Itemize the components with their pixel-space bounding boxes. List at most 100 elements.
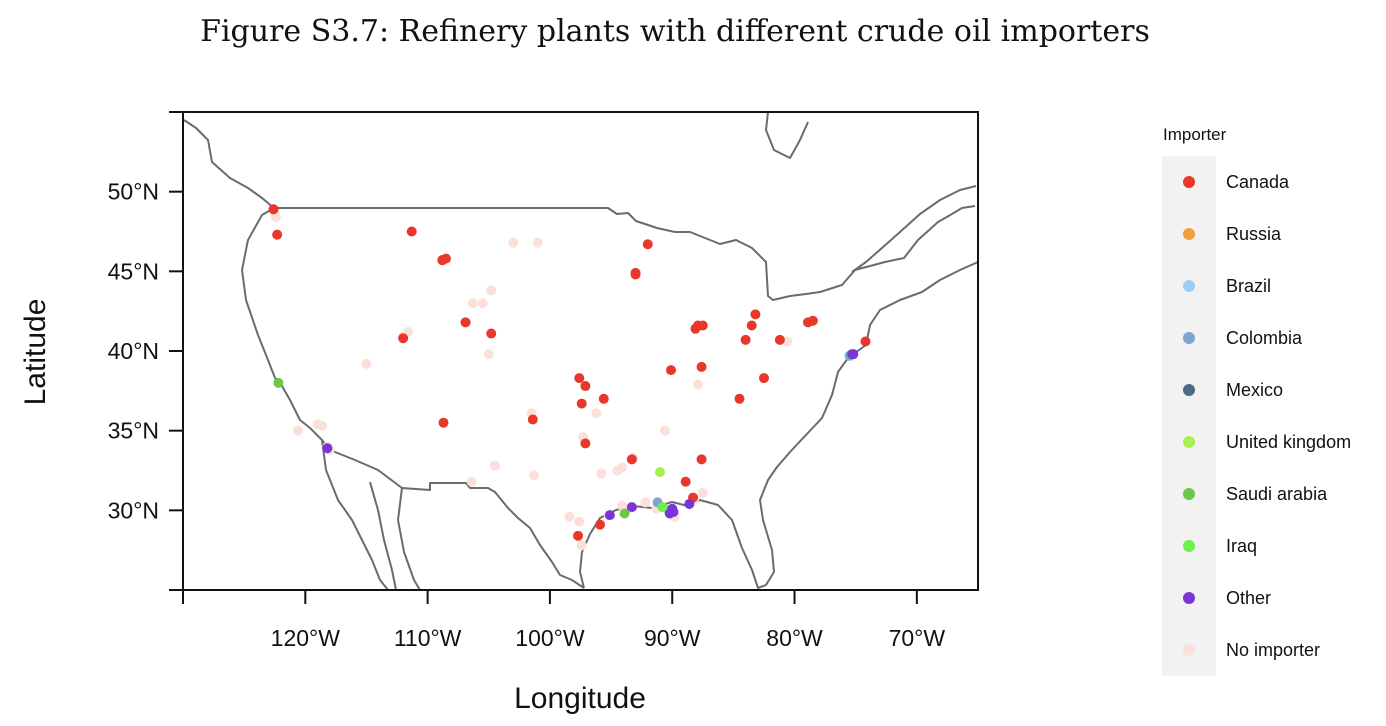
refinery-point [438,417,449,428]
refinery-point [659,425,670,436]
legend-label: No importer [1226,639,1321,660]
x-tick-label: 120°W [271,625,341,651]
legend-item: Canada [1162,156,1378,208]
legend-label: Brazil [1226,275,1272,296]
legend-key [1162,468,1216,520]
refinery-point [270,212,281,223]
legend: Importer Canada Russia Brazil Colombia Mexic… [1162,122,1378,676]
legend-dot-icon [1183,384,1195,396]
refinery-point [486,328,497,339]
refinery-point [580,381,591,392]
legend-label: Russia [1226,223,1282,244]
refinery-point [466,476,477,487]
refinery-point [477,298,488,309]
refinery-point [440,253,451,264]
legend-label: Mexico [1226,379,1284,400]
legend-item: No importer [1162,624,1378,676]
legend-key [1162,520,1216,572]
refinery-point [467,298,478,309]
refinery-point [576,540,587,551]
refinery-points [268,204,871,551]
legend-label: Colombia [1226,327,1303,348]
refinery-point [508,237,519,248]
legend-key [1162,572,1216,624]
refinery-point [626,454,637,465]
legend-item: Iraq [1162,520,1378,572]
refinery-point [529,470,540,481]
legend-item: Saudi arabia [1162,468,1378,520]
y-tick-label: 40°N [108,338,159,364]
legend-dot-icon [1183,436,1195,448]
refinery-point [532,237,543,248]
refinery-point [692,379,703,390]
refinery-point [527,414,538,425]
legend-dot-icon [1183,592,1195,604]
refinery-point [398,333,409,344]
mexico-outline [321,439,421,591]
refinery-point [758,373,769,384]
refinery-point [596,468,607,479]
refinery-point [740,334,751,345]
legend-label: Canada [1226,171,1290,192]
refinery-point [734,393,745,404]
refinery-point [272,229,283,240]
refinery-point [642,239,653,250]
legend-title: Importer [1163,125,1227,144]
refinery-point [564,511,575,522]
legend-dot-icon [1183,332,1195,344]
refinery-point [640,497,651,508]
legend-label: Saudi arabia [1226,483,1328,504]
refinery-point [746,320,757,331]
y-axis-title: Latitude [19,299,52,406]
legend-item: Other [1162,572,1378,624]
legend-label: Iraq [1226,535,1258,556]
refinery-point [574,516,585,527]
refinery-point [630,269,641,280]
refinery-point [361,358,372,369]
legend-items: Canada Russia Brazil Colombia Mexico United k… [1162,156,1378,676]
canada-coast [183,111,979,346]
refinery-point [595,519,606,530]
refinery-point [317,420,328,431]
refinery-point [696,361,707,372]
refinery-point [655,467,665,478]
refinery-point [619,508,630,519]
refinery-point [848,349,859,360]
x-tick-label: 90°W [644,625,701,651]
legend-item: Colombia [1162,312,1378,364]
refinery-point [774,334,785,345]
legend-dot-icon [1183,488,1195,500]
legend-dot-icon [1183,228,1195,240]
refinery-point [684,498,695,509]
refinery-point [483,349,494,360]
legend-key [1162,208,1216,260]
refinery-point [273,377,284,388]
y-tick-label: 35°N [108,418,159,444]
refinery-point [574,373,585,384]
legend-item: Mexico [1162,364,1378,416]
x-tick-label: 100°W [515,625,585,651]
refinery-point [598,393,609,404]
map-plot: 120°W 110°W 100°W 90°W 80°W 70°W 30°N 35°N 40°N… [19,111,979,715]
legend-dot-icon [1183,540,1195,552]
legend-dot-icon [1183,280,1195,292]
refinery-point [573,530,584,541]
y-tick-label: 30°N [108,497,159,523]
legend-dot-icon [1183,176,1195,188]
legend-key [1162,416,1216,468]
legend-key [1162,364,1216,416]
x-tick-label: 80°W [766,625,823,651]
legend-dot-icon [1183,644,1195,656]
refinery-point [697,487,708,498]
refinery-point [696,454,707,465]
refinery-point [268,204,279,215]
y-tick-label: 45°N [108,258,159,284]
refinery-point [626,502,637,513]
refinery-point [604,510,615,521]
legend-item: United kingdom [1162,416,1378,468]
refinery-point [807,315,818,326]
legend-key [1162,624,1216,676]
x-tick-label: 70°W [889,625,946,651]
us-outline [241,205,976,589]
refinery-point [406,226,417,237]
